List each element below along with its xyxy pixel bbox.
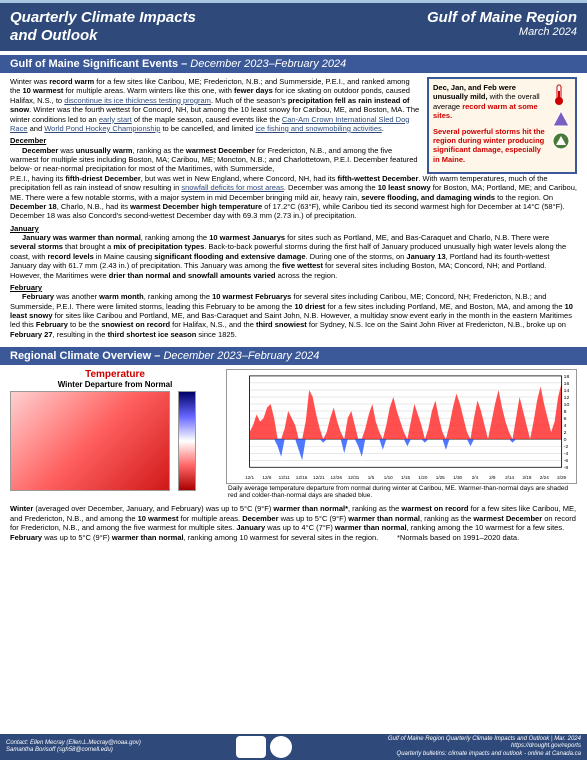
footer-r2: https://drought.gov/reports bbox=[388, 743, 581, 750]
section-events-banner: Gulf of Maine Significant Events – Decem… bbox=[0, 55, 587, 73]
storm-warning-icon bbox=[551, 109, 571, 129]
events-period: December 2023–February 2024 bbox=[187, 58, 346, 70]
footer-logos bbox=[236, 736, 292, 758]
svg-text:12/1: 12/1 bbox=[245, 475, 254, 480]
svg-text:-8: -8 bbox=[564, 465, 569, 471]
section-regional-banner: Regional Climate Overview – December 202… bbox=[0, 347, 587, 365]
svg-text:12/6: 12/6 bbox=[262, 475, 271, 480]
intro-paragraph: Winter was record warm for a few sites l… bbox=[10, 77, 421, 174]
regional-period: December 2023–February 2024 bbox=[160, 350, 319, 362]
footer: Contact: Ellen Mecray (Ellen.L.Mecray@no… bbox=[0, 734, 587, 760]
summary-paragraph: Winter (averaged over December, January,… bbox=[0, 502, 587, 544]
noaa-logo-icon bbox=[270, 736, 292, 758]
temperature-map-block: Temperature Winter Departure from Normal bbox=[10, 369, 220, 500]
february-body: February was another warm month, ranking… bbox=[10, 292, 577, 339]
svg-text:4: 4 bbox=[564, 423, 567, 429]
svg-text:14: 14 bbox=[564, 388, 570, 394]
svg-text:2/29: 2/29 bbox=[557, 475, 566, 480]
normals-note: *Normals based on 1991–2020 data. bbox=[397, 533, 519, 542]
temperature-anomaly-chart: -8-6-4-2024681012141618 12/1 12/6 12/11 12/1… bbox=[226, 369, 577, 484]
chart-block: -8-6-4-2024681012141618 12/1 12/6 12/11 12/1… bbox=[226, 369, 577, 500]
svg-text:2/19: 2/19 bbox=[522, 475, 531, 480]
header-banner: Quarterly Climate Impacts and Outlook Gu… bbox=[0, 0, 587, 51]
link-ice-fishing[interactable]: ice fishing and snowmobiling activities bbox=[255, 124, 381, 133]
temperature-title: Temperature bbox=[10, 369, 220, 380]
svg-text:2/14: 2/14 bbox=[505, 475, 514, 480]
svg-text:16: 16 bbox=[564, 381, 570, 387]
svg-text:12/31: 12/31 bbox=[348, 475, 360, 480]
issue-date: March 2024 bbox=[427, 26, 577, 38]
footer-contacts: Contact: Ellen Mecray (Ellen.L.Mecray@no… bbox=[6, 740, 141, 754]
regional-content: Temperature Winter Departure from Normal… bbox=[0, 365, 587, 502]
svg-text:12/16: 12/16 bbox=[296, 475, 308, 480]
regional-title: Regional Climate Overview – bbox=[10, 350, 160, 362]
svg-text:1/10: 1/10 bbox=[384, 475, 393, 480]
january-body: January was warmer than normal, ranking … bbox=[10, 233, 577, 280]
svg-text:1/15: 1/15 bbox=[401, 475, 410, 480]
svg-text:8: 8 bbox=[564, 409, 567, 415]
svg-text:6: 6 bbox=[564, 416, 567, 422]
svg-text:2/24: 2/24 bbox=[540, 475, 549, 480]
svg-text:1/30: 1/30 bbox=[453, 475, 462, 480]
december-heading: December bbox=[10, 136, 421, 145]
svg-text:-6: -6 bbox=[564, 458, 569, 464]
events-title: Gulf of Maine Significant Events – bbox=[10, 58, 187, 70]
svg-text:0: 0 bbox=[564, 437, 567, 443]
temperature-subtitle: Winter Departure from Normal bbox=[10, 380, 220, 389]
link-pond-hockey[interactable]: World Pond Hockey Championship bbox=[44, 124, 160, 133]
svg-text:12/26: 12/26 bbox=[330, 475, 342, 480]
header-right: Gulf of Maine Region March 2024 bbox=[427, 9, 577, 38]
callout-box: Dec, Jan, and Feb were unusually mild, w… bbox=[427, 77, 577, 174]
color-scale bbox=[178, 391, 196, 491]
thermometer-icon bbox=[551, 83, 567, 107]
doc-title: Quarterly Climate Impacts and Outlook bbox=[10, 9, 196, 45]
footer-right: Gulf of Maine Region Quarterly Climate I… bbox=[388, 736, 581, 758]
region-name: Gulf of Maine Region bbox=[427, 9, 577, 26]
svg-text:-4: -4 bbox=[564, 451, 569, 457]
svg-text:-2: -2 bbox=[564, 444, 569, 450]
svg-text:10: 10 bbox=[564, 402, 570, 408]
link-early-start[interactable]: early start bbox=[99, 115, 132, 124]
gomc-logo-icon bbox=[236, 736, 266, 758]
link-ice-program[interactable]: discontinue its ice thickness testing pr… bbox=[64, 96, 211, 105]
svg-text:12/21: 12/21 bbox=[313, 475, 325, 480]
footer-r1: Gulf of Maine Region Quarterly Climate I… bbox=[388, 736, 581, 743]
february-heading: February bbox=[10, 283, 577, 292]
events-content: Winter was record warm for a few sites l… bbox=[0, 73, 587, 343]
svg-text:2: 2 bbox=[564, 430, 567, 436]
title-line1: Quarterly Climate Impacts bbox=[10, 9, 196, 26]
svg-text:12: 12 bbox=[564, 395, 570, 401]
svg-text:12/11: 12/11 bbox=[279, 475, 291, 480]
footer-r3: Quarterly bulletins: climate impacts and… bbox=[388, 751, 581, 758]
svg-text:1/5: 1/5 bbox=[368, 475, 375, 480]
anomaly-map bbox=[10, 391, 170, 491]
svg-text:1/25: 1/25 bbox=[436, 475, 445, 480]
chart-caption: Daily average temperature departure from… bbox=[226, 484, 577, 500]
december-body-rest: P.E.I., having its fifth-driest December… bbox=[10, 174, 577, 221]
title-line2: and Outlook bbox=[10, 27, 98, 44]
december-body-top: December was unusually warm, ranking as … bbox=[10, 146, 421, 174]
contact-2: Samantha Borisoff (sgh58@cornell.edu) bbox=[6, 747, 141, 754]
svg-text:18: 18 bbox=[564, 374, 570, 380]
svg-text:2/9: 2/9 bbox=[489, 475, 496, 480]
alert-icon bbox=[551, 131, 571, 151]
svg-text:1/20: 1/20 bbox=[418, 475, 427, 480]
link-snowfall-deficits[interactable]: snowfall deficits for most areas bbox=[181, 183, 284, 192]
callout-icons bbox=[551, 83, 571, 151]
january-heading: January bbox=[10, 224, 577, 233]
contact-1: Contact: Ellen Mecray (Ellen.L.Mecray@no… bbox=[6, 740, 141, 747]
svg-text:2/4: 2/4 bbox=[472, 475, 479, 480]
